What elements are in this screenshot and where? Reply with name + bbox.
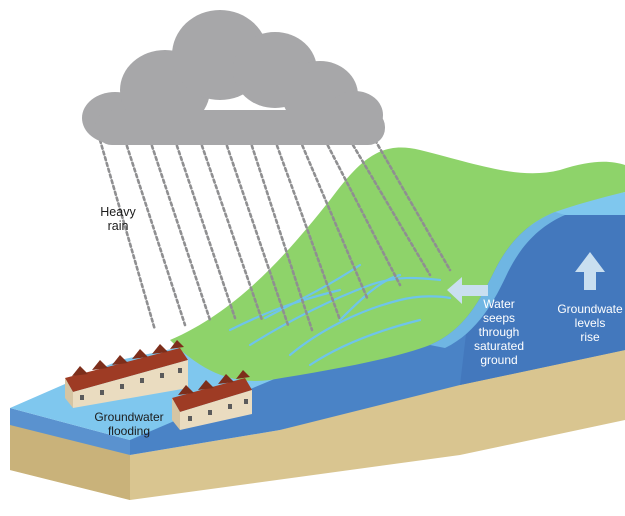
water-table-top (520, 192, 625, 230)
soil-front-face (10, 350, 625, 500)
up-arrow-icon (575, 252, 605, 290)
groundwater-flooding-label-line1: Groundwater (94, 410, 164, 424)
groundwater-flooding-label-line2: flooding (107, 424, 151, 438)
house-icon (172, 370, 252, 430)
water-seeps-label-line1: Water (483, 297, 515, 311)
water-seeps-label-line3: through (478, 325, 520, 339)
groundwater-body-front (10, 408, 130, 455)
left-arrow-icon (447, 277, 488, 304)
green-hillside (170, 147, 625, 381)
hill-edge-shade (430, 212, 565, 348)
groundwater-rise-label-line2: levels (574, 316, 606, 330)
groundwater-rise-label-line1: Groundwate (557, 302, 623, 316)
groundwater-right (460, 205, 625, 385)
groundwater-rise-label: Groundwate levels rise (540, 302, 625, 344)
groundwater-flooding-label: Groundwater flooding (84, 410, 174, 438)
water-seeps-label-line5: ground (480, 353, 518, 367)
heavy-rain-streaks (98, 138, 452, 332)
heavy-rain-label-line1: Heavy (100, 205, 136, 219)
heavy-rain-label: Heavy rain (88, 205, 148, 233)
heavy-rain-label-line2: rain (107, 219, 129, 233)
water-seeps-label-line2: seeps (482, 311, 516, 325)
groundwater-rise-label-line3: rise (580, 330, 600, 344)
rain-cloud-icon (82, 10, 385, 145)
house-icon (65, 340, 188, 408)
water-seeps-label: Water seeps through saturated ground (460, 297, 538, 367)
water-seeps-label-line4: saturated (473, 339, 525, 353)
